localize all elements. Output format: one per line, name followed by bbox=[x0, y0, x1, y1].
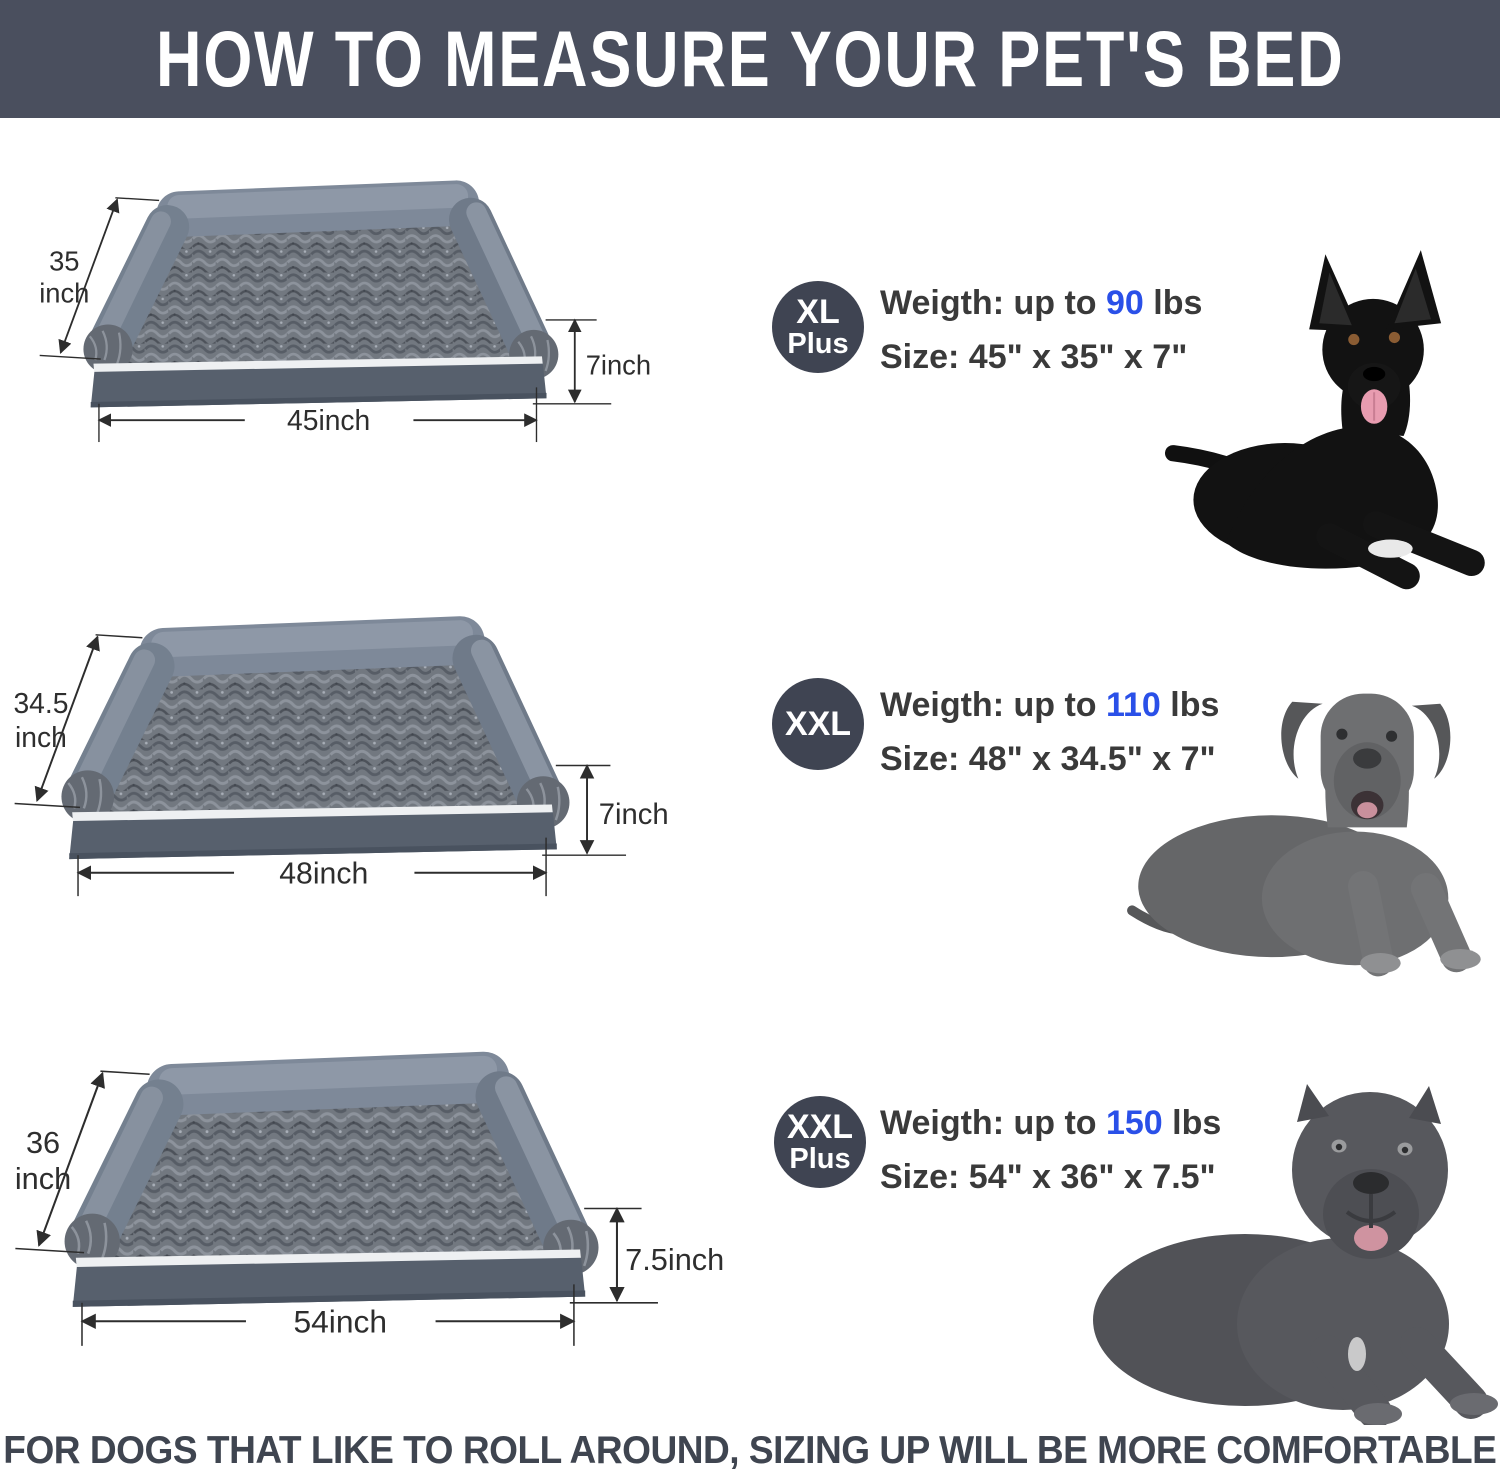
footer-banner: FOR DOGS THAT LIKE TO ROLL AROUND, SIZIN… bbox=[0, 1425, 1500, 1476]
bed-piping bbox=[93, 356, 543, 374]
bed-sleep-surface bbox=[95, 210, 542, 370]
weight-prefix: Weigth: up to bbox=[880, 284, 1106, 322]
depth-label-unit: inch bbox=[15, 1161, 71, 1196]
weight-prefix: Weigth: up to bbox=[880, 686, 1106, 724]
dimension-arrows bbox=[14, 634, 627, 897]
weight-line: Weigth: up to 90 lbs bbox=[880, 276, 1202, 330]
size-badge-xxl: XXL bbox=[772, 678, 864, 770]
badge-line2: Plus bbox=[789, 1143, 851, 1175]
bed-sleep-surface bbox=[74, 648, 552, 819]
size-info-xl-plus: Weigth: up to 90 lbs Size: 45" x 35" x 7… bbox=[880, 276, 1202, 384]
dog-photo-cane-corso bbox=[1093, 1084, 1498, 1429]
weight-value: 150 bbox=[1105, 1104, 1163, 1142]
bed-base-shade bbox=[72, 1290, 586, 1307]
bed-piping bbox=[75, 1249, 582, 1269]
weight-line: Weigth: up to 110 lbs bbox=[880, 678, 1219, 732]
weight-suffix: lbs bbox=[1143, 284, 1203, 322]
dog-photo-great-dane bbox=[1127, 693, 1481, 977]
height-label: 7.5inch bbox=[625, 1242, 724, 1277]
weight-value: 90 bbox=[1105, 284, 1144, 322]
badge-line1: XL bbox=[796, 293, 840, 331]
footer-note: FOR DOGS THAT LIKE TO ROLL AROUND, SIZIN… bbox=[3, 1428, 1497, 1472]
size-line: Size: 48" x 34.5" x 7" bbox=[880, 740, 1216, 778]
header-banner: HOW TO MEASURE YOUR PET'S BED bbox=[0, 0, 1500, 118]
depth-label-unit: inch bbox=[39, 278, 89, 309]
bed-illustration-xxl-plus: 36 inch 7.5inch 54inch bbox=[15, 1051, 724, 1346]
size-line: Size: 45" x 35" x 7" bbox=[880, 338, 1188, 376]
width-label: 48inch bbox=[279, 857, 368, 890]
bed-illustration-xl-plus: 35 inch 7inch 45inch bbox=[39, 180, 651, 443]
size-info-xxl-plus: Weigth: up to 150 lbs Size: 54" x 36" x … bbox=[880, 1096, 1221, 1204]
size-badge-xxl-plus: XXL Plus bbox=[774, 1096, 866, 1188]
dog-photo-german-shepherd bbox=[1165, 250, 1485, 590]
bed-base-shade bbox=[69, 843, 557, 860]
page-title: HOW TO MEASURE YOUR PET'S BED bbox=[155, 15, 1345, 103]
bed-sleep-surface bbox=[77, 1085, 581, 1264]
dimension-arrows bbox=[15, 1070, 658, 1346]
width-label: 45inch bbox=[287, 404, 370, 436]
depth-label-value: 34.5 bbox=[13, 687, 68, 719]
bed-illustration-xxl: 34.5 inch 7inch 48inch bbox=[13, 616, 669, 897]
height-label: 7inch bbox=[586, 350, 651, 381]
weight-suffix: lbs bbox=[1160, 686, 1220, 724]
badge-line1: XXL bbox=[784, 704, 852, 743]
weight-line: Weigth: up to 150 lbs bbox=[880, 1096, 1221, 1150]
badge-line2: Plus bbox=[787, 328, 849, 360]
bed-bolsters bbox=[67, 1051, 595, 1271]
weight-value: 110 bbox=[1105, 686, 1161, 724]
weight-prefix: Weigth: up to bbox=[880, 1104, 1106, 1142]
depth-label-value: 35 bbox=[49, 246, 79, 277]
bed-base-shade bbox=[90, 392, 547, 408]
height-label: 7inch bbox=[599, 799, 669, 831]
depth-label-value: 36 bbox=[26, 1125, 60, 1160]
weight-suffix: lbs bbox=[1162, 1104, 1222, 1142]
badge-line1: XXL bbox=[786, 1108, 854, 1146]
size-badge-xl-plus: XL Plus bbox=[772, 281, 864, 373]
size-info-xxl: Weigth: up to 110 lbs Size: 48" x 34.5" … bbox=[880, 678, 1219, 786]
size-line: Size: 54" x 36" x 7.5" bbox=[880, 1158, 1216, 1196]
width-label: 54inch bbox=[293, 1304, 387, 1340]
depth-label-unit: inch bbox=[15, 721, 67, 753]
dimension-arrows bbox=[39, 197, 612, 443]
bed-piping bbox=[72, 804, 553, 823]
